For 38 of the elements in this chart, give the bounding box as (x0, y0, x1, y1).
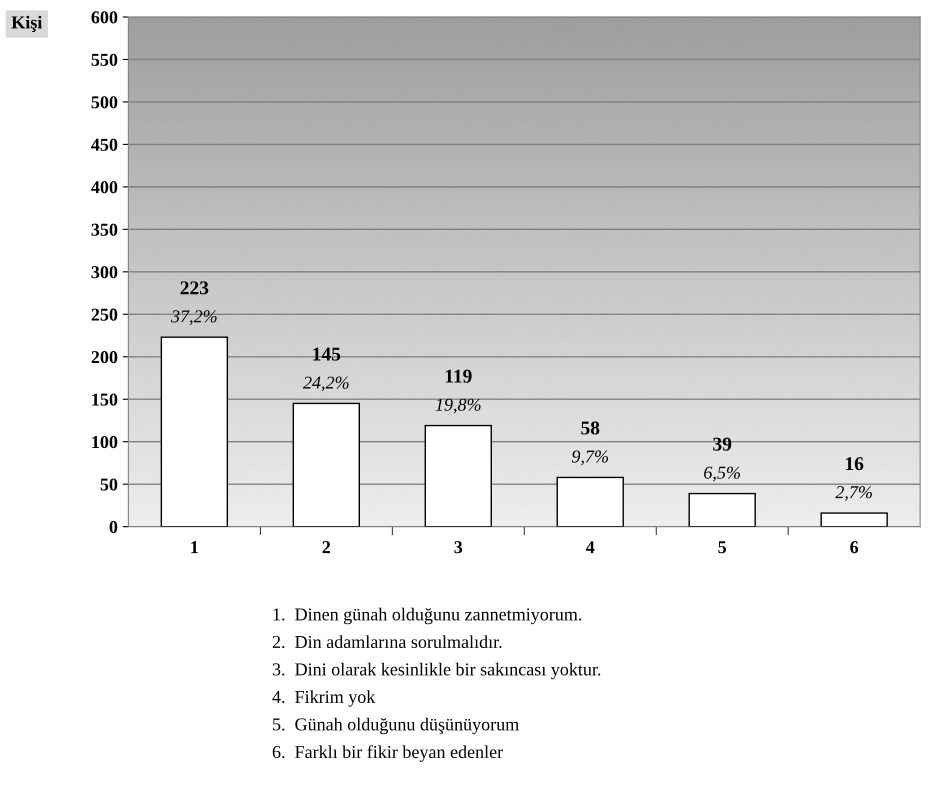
text: 4. Fikrim yok (272, 690, 376, 707)
y-tick-label: 100 (92, 436, 118, 448)
x-tick-label: 4 (586, 541, 594, 554)
y-axis-title: Kişi (12, 16, 42, 32)
x-tick-label: 1 (191, 541, 198, 554)
data-label: 119 19,8% (436, 370, 481, 414)
x-tick-label: 3 (454, 541, 462, 554)
y-tick-label: 450 (91, 138, 118, 151)
text: 1. Dinen günah olduğunu zannetmiyorum. (274, 608, 582, 624)
data-label: 58 9,7% (572, 421, 608, 466)
text: 2. Din adamlarına sorulmalıdır. (272, 635, 502, 648)
y-tick-label: 350 (92, 224, 118, 236)
data-label: 16 2,7% (835, 457, 872, 501)
y-tick-label: 150 (92, 394, 118, 406)
y-tick-label: 200 (92, 351, 118, 364)
bar (688, 492, 756, 527)
data-label: 223 37,2% (171, 281, 217, 326)
bar (556, 476, 624, 527)
bar (820, 512, 888, 527)
y-tick-label: 0 (110, 520, 118, 534)
y-tick-label: 400 (91, 181, 118, 194)
y-tick-label: 50 (100, 478, 118, 491)
bar (292, 402, 360, 527)
text: 3. Dini olarak kesinlikle bir sakıncası yoktur. (272, 662, 600, 680)
data-label: 145 24,2% (303, 348, 349, 392)
x-tick-label: 2 (322, 541, 330, 554)
x-tick-label: 5 (718, 541, 726, 554)
text: 6. Farklı bir fikir beyan edenler (272, 745, 503, 762)
y-tick-label: 300 (92, 266, 118, 278)
bar (424, 424, 492, 527)
y-tick-label: 550 (92, 54, 118, 66)
bar (160, 336, 228, 527)
x-tick-label: 6 (850, 541, 858, 554)
data-label: 39 6,5% (704, 438, 740, 482)
y-tick-label: 250 (92, 308, 118, 321)
y-tick-label: 500 (92, 96, 118, 108)
text: 5. Günah olduğunu düşünüyorum (273, 718, 519, 734)
y-tick-label: 600 (91, 11, 118, 24)
